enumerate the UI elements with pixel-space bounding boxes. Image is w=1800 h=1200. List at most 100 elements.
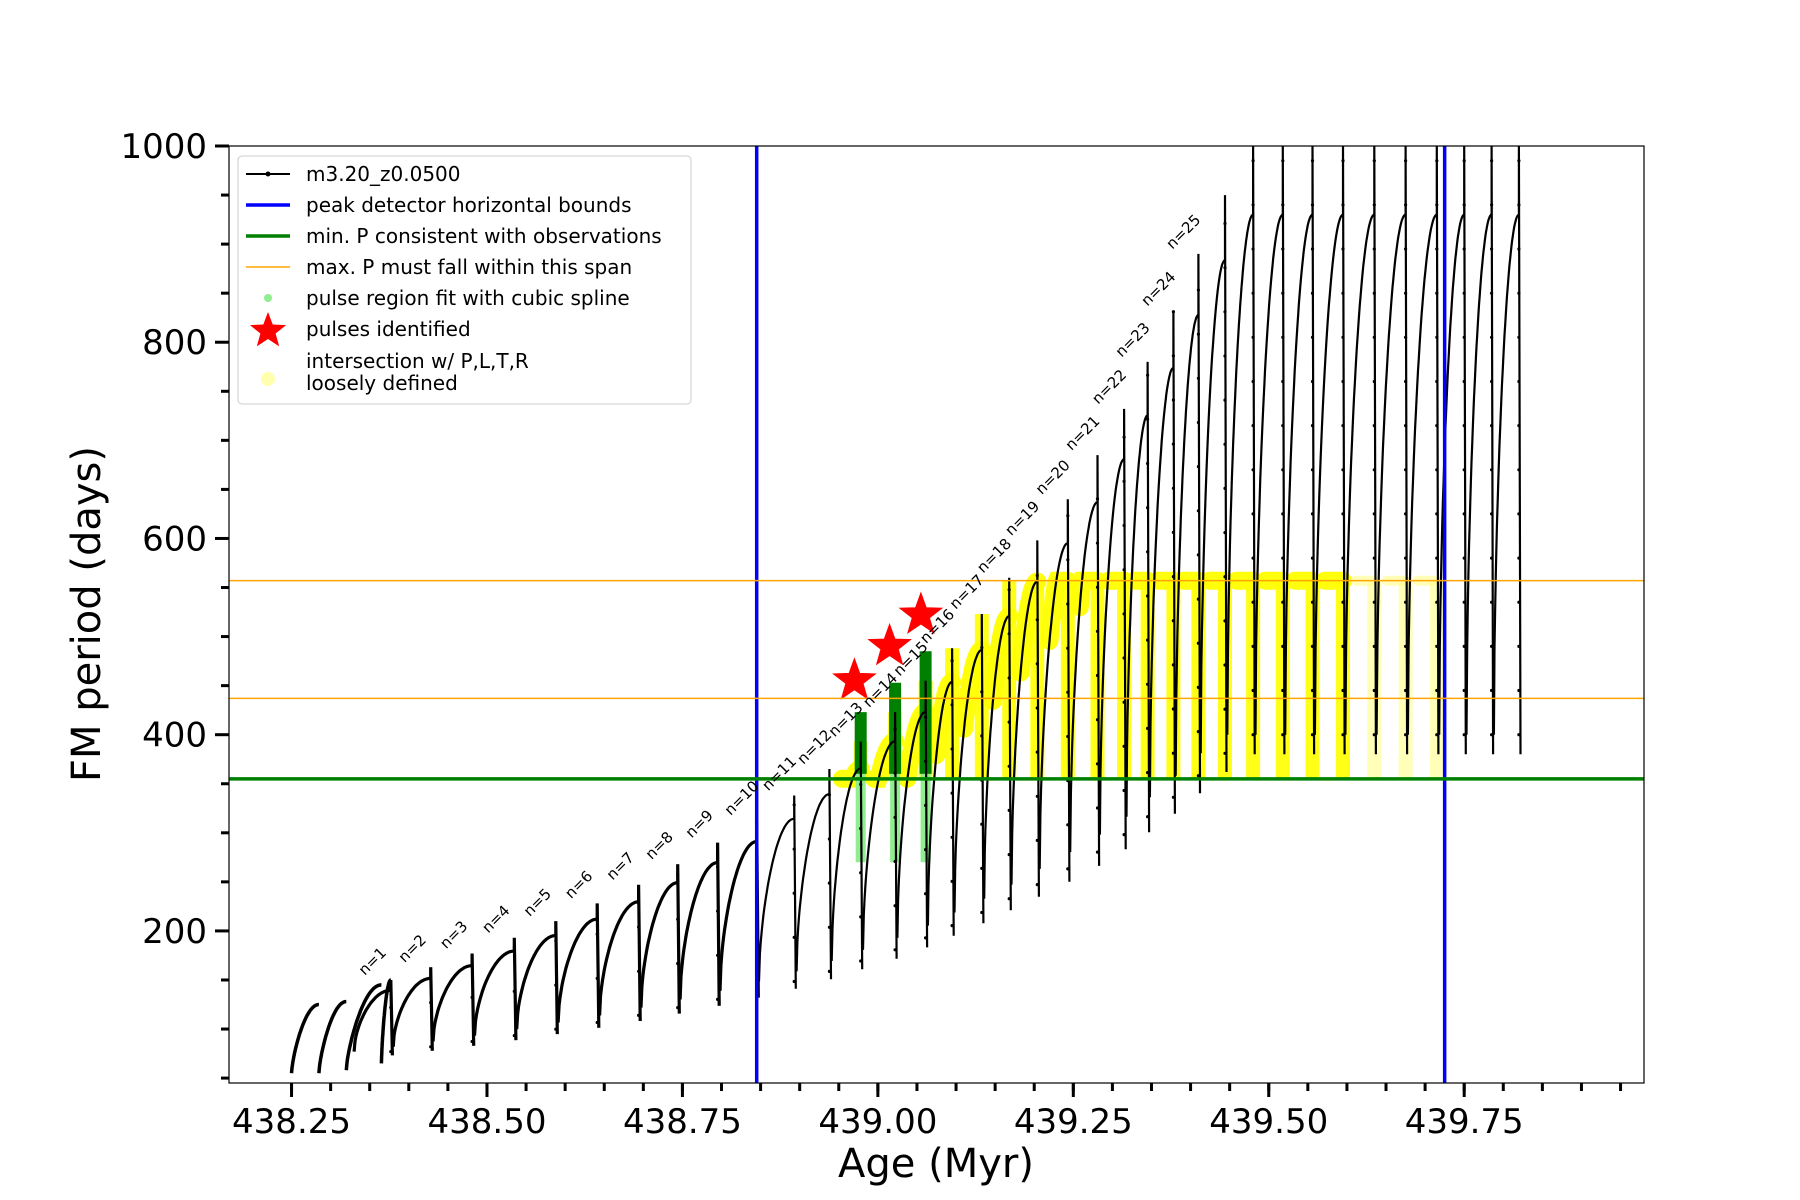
- track-point: [1171, 751, 1175, 755]
- track-point: [1223, 442, 1227, 446]
- track-point: [1066, 867, 1070, 871]
- legend-label: intersection w/ P,L,T,R: [306, 349, 529, 373]
- track-point: [1372, 424, 1376, 428]
- reference-lines: [229, 146, 1644, 1083]
- track-point: [1341, 379, 1345, 384]
- track-point: [1435, 733, 1439, 737]
- track-point: [827, 837, 832, 841]
- track-point: [1404, 247, 1408, 251]
- pulse-cycle: [352, 979, 394, 1056]
- track-point: [1341, 335, 1345, 339]
- track-point: [1171, 398, 1175, 402]
- track-point: [859, 915, 863, 919]
- track-point: [1251, 203, 1255, 207]
- track-point: [1146, 638, 1150, 642]
- pulse-cycle: [795, 768, 833, 980]
- track-point: [1196, 597, 1200, 601]
- track-point: [1146, 461, 1150, 466]
- track-point: [716, 997, 720, 1002]
- track-point: [1223, 354, 1227, 358]
- track-point: [1490, 556, 1494, 560]
- track-point: [1146, 771, 1150, 775]
- track-point: [893, 904, 897, 908]
- track-point: [1251, 688, 1255, 693]
- track-point: [980, 734, 984, 738]
- track-point: [1435, 512, 1439, 516]
- track-point: [893, 771, 897, 775]
- track-point: [1007, 676, 1011, 680]
- track-point: [1035, 662, 1039, 666]
- track-point: [1404, 600, 1408, 604]
- track-point: [1066, 734, 1070, 739]
- track-point: [1310, 379, 1315, 384]
- track-point: [827, 925, 832, 929]
- track-point: [554, 983, 558, 987]
- track-point: [1341, 159, 1345, 163]
- track-point: [1122, 788, 1126, 793]
- track-point: [1146, 594, 1150, 598]
- track-point: [1251, 159, 1255, 163]
- track-point: [1223, 486, 1227, 490]
- track-point: [1490, 600, 1494, 604]
- track-point: [1404, 203, 1408, 207]
- track-point: [1281, 247, 1285, 251]
- track-point: [1404, 379, 1408, 384]
- track-point: [1251, 335, 1255, 339]
- track-point: [1404, 159, 1408, 163]
- track-point: [1310, 688, 1315, 693]
- pulse-cycle: [926, 648, 955, 936]
- track-point: [924, 848, 928, 852]
- track-point: [1435, 379, 1439, 384]
- y-tick-label: 1000: [120, 127, 207, 167]
- track-point: [1196, 730, 1200, 734]
- track-point: [1372, 468, 1376, 472]
- track-point: [1251, 291, 1255, 295]
- legend-box: [237, 155, 692, 405]
- track-point: [1122, 700, 1126, 704]
- x-tick-label: 439.25: [1014, 1102, 1133, 1142]
- track-point: [1095, 718, 1100, 722]
- track-point: [980, 690, 984, 694]
- track-point: [1223, 707, 1227, 711]
- track-point: [924, 892, 928, 896]
- track-point: [1372, 556, 1376, 560]
- track-point: [554, 1027, 558, 1031]
- track-point: [1146, 373, 1150, 377]
- track-point: [1310, 556, 1315, 560]
- track-point: [1171, 663, 1175, 667]
- track-point: [1251, 733, 1255, 737]
- track-point: [1310, 600, 1315, 604]
- track-point: [1462, 512, 1466, 516]
- track-point: [1462, 688, 1466, 693]
- track-point: [827, 793, 832, 797]
- track-point: [1372, 335, 1376, 339]
- track-point: [1122, 656, 1126, 660]
- track-point: [1196, 288, 1200, 292]
- track-point: [1341, 247, 1345, 251]
- track-point: [924, 936, 928, 940]
- pulse-identified-star: [898, 591, 944, 635]
- track-point: [1066, 690, 1070, 694]
- track-point: [1281, 556, 1285, 560]
- track-point: [950, 879, 954, 884]
- track-point: [1372, 733, 1376, 737]
- track-point: [1281, 424, 1285, 428]
- pulse-cycle: [1010, 540, 1040, 897]
- track-point: [389, 1050, 393, 1054]
- track-point: [1517, 600, 1521, 604]
- legend-label: peak detector horizontal bounds: [306, 193, 632, 217]
- track-point: [1517, 424, 1521, 428]
- track-point: [716, 953, 720, 957]
- track-point: [1251, 556, 1255, 560]
- track-point: [1517, 733, 1521, 737]
- track-point: [1372, 512, 1376, 516]
- track-point: [924, 803, 928, 808]
- track-point: [1146, 682, 1150, 686]
- track-point: [1341, 203, 1345, 207]
- track-point: [792, 803, 796, 807]
- track-point: [950, 703, 954, 707]
- track-point: [1490, 733, 1494, 737]
- track-point: [1251, 468, 1255, 472]
